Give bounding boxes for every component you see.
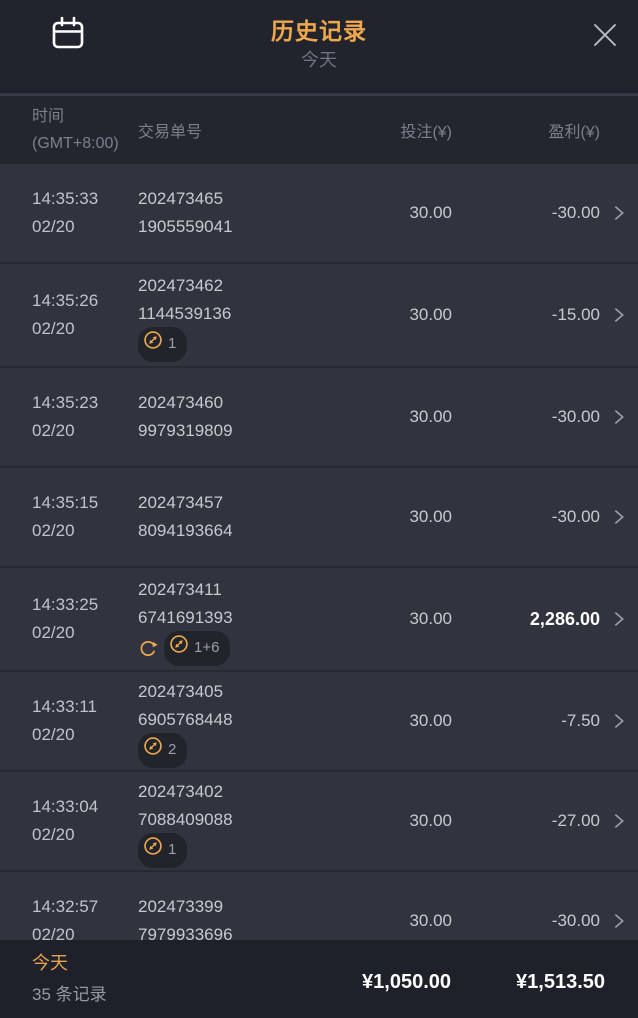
table-row[interactable]: 14:35:26 02/20 202473462 1144539136 (0, 264, 638, 368)
table-row[interactable]: 14:35:15 02/20 202473457 8094193664 30.0… (0, 468, 638, 568)
calendar-icon (46, 12, 90, 61)
row-time: 14:35:26 (32, 291, 99, 310)
profit-amount: -30.00 (551, 407, 600, 426)
col-header-bet: 投注(¥) (400, 124, 452, 141)
col-header-txn: 交易单号 (138, 124, 203, 141)
row-date: 02/20 (32, 725, 75, 744)
row-time: 14:35:23 (32, 393, 99, 412)
profit-amount: -30.00 (551, 203, 600, 222)
dialog-header: 历史记录 今天 (0, 0, 638, 93)
txn-id-line1: 202473399 (138, 897, 224, 916)
table-header: 时间 (GMT+8:00) 交易单号 投注(¥) 盈利(¥) (0, 93, 638, 164)
txn-id-line1: 202473460 (138, 393, 224, 412)
bet-amount: 30.00 (409, 711, 452, 730)
chevron-right-icon (600, 202, 638, 224)
bonus-rounds-icon (143, 330, 163, 359)
profit-amount: -27.00 (551, 811, 600, 830)
row-date: 02/20 (32, 825, 75, 844)
chevron-right-icon (600, 406, 638, 428)
table-row[interactable]: 14:35:33 02/20 202473465 1905559041 30.0… (0, 164, 638, 264)
bet-amount: 30.00 (409, 911, 452, 930)
txn-id-line2: 1144539136 (138, 304, 232, 323)
bonus-badge: 1 (138, 832, 314, 868)
date-range-label: 今天 (301, 50, 337, 70)
bonus-badge: 1 (138, 326, 314, 362)
profit-amount: 2,286.00 (529, 608, 600, 629)
txn-id-line2: 6741691393 (138, 608, 233, 627)
chevron-right-icon (600, 506, 638, 528)
close-icon (586, 16, 624, 59)
row-time: 14:35:33 (32, 189, 99, 208)
table-row[interactable]: 14:33:25 02/20 202473411 6741691393 (0, 568, 638, 672)
txn-id-line2: 1905559041 (138, 217, 233, 236)
bonus-rounds-icon (143, 836, 163, 865)
txn-id-line2: 6905768448 (138, 710, 233, 729)
total-bet-amount: ¥1,050.00 (362, 971, 451, 993)
profit-amount: -30.00 (551, 911, 600, 930)
bonus-count: 1 (168, 841, 177, 858)
bet-amount: 30.00 (409, 305, 452, 324)
page-title: 历史记录 (271, 18, 367, 44)
bet-amount: 30.00 (409, 507, 452, 526)
profit-amount: -30.00 (551, 507, 600, 526)
summary-period-label: 今天 (32, 953, 68, 973)
bet-amount: 30.00 (409, 609, 452, 628)
row-date: 02/20 (32, 521, 75, 540)
col-header-time: 时间 (GMT+8:00) (32, 108, 119, 152)
chevron-right-icon (600, 710, 638, 732)
chevron-right-icon (600, 304, 638, 326)
bonus-rounds-icon (143, 736, 163, 765)
bet-amount: 30.00 (409, 203, 452, 222)
chevron-right-icon (600, 810, 638, 832)
record-count: 35 条记录 (32, 985, 107, 1004)
profit-amount: -7.50 (561, 711, 600, 730)
bet-amount: 30.00 (409, 407, 452, 426)
profit-amount: -15.00 (551, 305, 600, 324)
bonus-badge: 2 (138, 732, 314, 768)
bonus-count: 1 (168, 335, 177, 352)
bonus-count: 1+6 (194, 639, 220, 656)
history-list: 14:35:33 02/20 202473465 1905559041 30.0… (0, 164, 638, 1018)
row-time: 14:33:25 (32, 595, 99, 614)
chevron-right-icon (600, 910, 638, 932)
chevron-right-icon (600, 608, 638, 630)
txn-id-line2: 7088409088 (138, 810, 233, 829)
txn-id-line1: 202473457 (138, 493, 224, 512)
txn-id-line2: 8094193664 (138, 521, 233, 540)
txn-id-line1: 202473465 (138, 189, 224, 208)
respin-icon (138, 638, 159, 659)
summary-footer: 今天 35 条记录 ¥1,050.00 ¥1,513.50 (0, 940, 638, 1018)
txn-id-line2: 9979319809 (138, 421, 233, 440)
txn-id-line1: 202473462 (138, 276, 224, 295)
txn-id-line1: 202473405 (138, 682, 224, 701)
txn-id-line1: 202473402 (138, 782, 224, 801)
table-row[interactable]: 14:35:23 02/20 202473460 9979319809 30.0… (0, 368, 638, 468)
row-time: 14:32:57 (32, 897, 99, 916)
txn-id-line1: 202473411 (138, 580, 222, 599)
bonus-badge: 1+6 (138, 630, 314, 666)
row-date: 02/20 (32, 421, 75, 440)
bonus-rounds-icon (169, 634, 189, 663)
bet-amount: 30.00 (409, 811, 452, 830)
row-date: 02/20 (32, 623, 75, 642)
calendar-button[interactable] (44, 12, 92, 60)
row-date: 02/20 (32, 217, 75, 236)
row-time: 14:33:11 (32, 697, 97, 716)
total-profit-amount: ¥1,513.50 (516, 971, 605, 993)
txn-id-line2: 7979933696 (138, 925, 233, 944)
table-row[interactable]: 14:33:11 02/20 202473405 6905768448 (0, 672, 638, 772)
table-row[interactable]: 14:33:04 02/20 202473402 7088409088 (0, 772, 638, 872)
close-button[interactable] (584, 16, 626, 58)
row-date: 02/20 (32, 925, 75, 944)
row-time: 14:35:15 (32, 493, 99, 512)
col-header-profit: 盈利(¥) (548, 124, 600, 141)
row-date: 02/20 (32, 319, 75, 338)
bonus-count: 2 (168, 741, 177, 758)
row-time: 14:33:04 (32, 797, 99, 816)
